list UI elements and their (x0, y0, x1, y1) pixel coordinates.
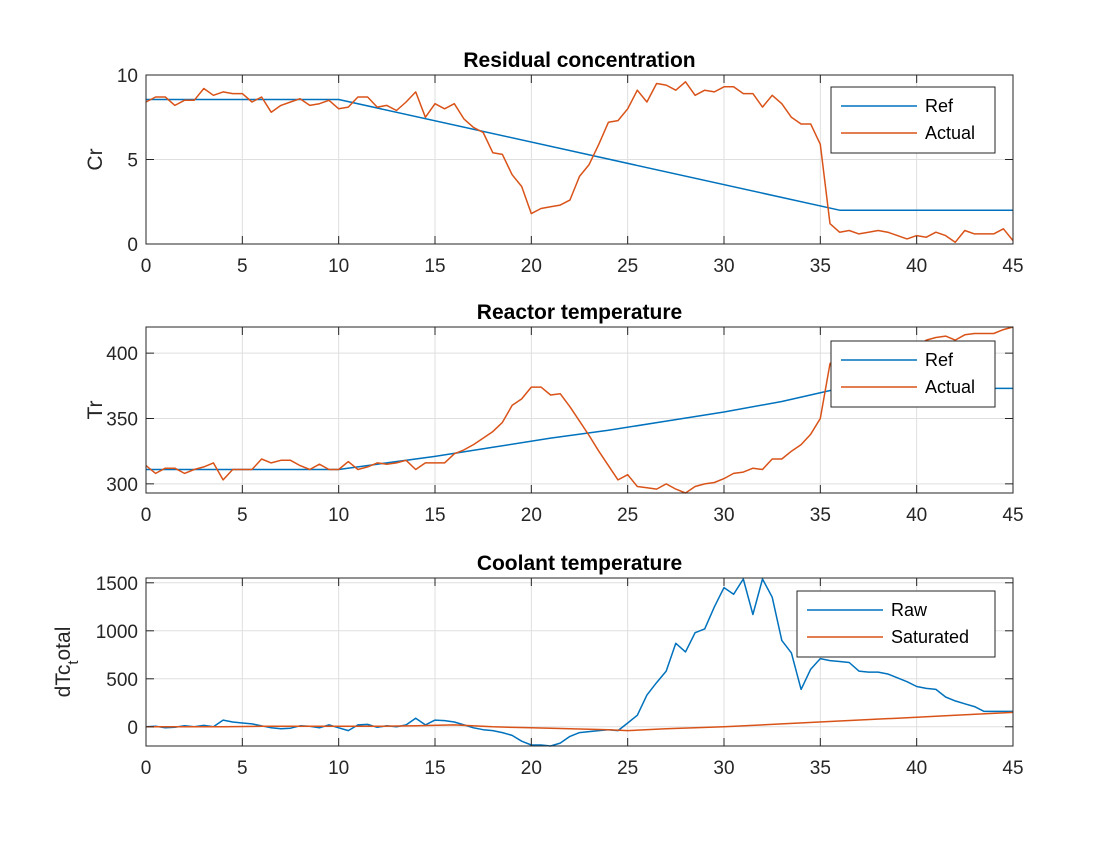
legend-label-raw: Raw (891, 600, 928, 620)
x-tick-label: 5 (237, 256, 248, 277)
legend-box (830, 340, 996, 408)
x-tick-label: 10 (328, 505, 349, 526)
x-tick-label: 20 (521, 505, 542, 526)
y-tick-label: 0 (127, 235, 138, 256)
x-tick-label: 0 (141, 758, 152, 779)
chart-title: Residual concentration (463, 49, 695, 72)
series-line-saturated (146, 711, 1014, 732)
chart-title: Coolant temperature (477, 552, 682, 575)
x-tick-label: 40 (906, 256, 927, 277)
x-tick-label: 5 (237, 758, 248, 779)
x-tick-label: 45 (1002, 256, 1023, 277)
x-tick-label: 45 (1002, 758, 1023, 779)
x-tick-label: 20 (521, 256, 542, 277)
x-tick-label: 15 (424, 256, 445, 277)
x-tick-label: 10 (328, 256, 349, 277)
x-tick-label: 45 (1002, 505, 1023, 526)
series-line-actual (145, 81, 1014, 244)
x-tick-label: 10 (328, 758, 349, 779)
x-tick-label: 25 (617, 758, 638, 779)
y-tick-label: 0 (127, 718, 138, 739)
subplot-1: 0 5 10 15 20 25 30 35 40 45 0 5 10 Residual concentra… (84, 49, 1024, 277)
legend-label-ref: Ref (925, 350, 954, 370)
x-tick-label: 40 (906, 758, 927, 779)
legend: Ref Actual (830, 340, 996, 408)
y-tick-label: 5 (127, 151, 138, 172)
subplot-2: 0 5 10 15 20 25 30 35 40 45 300 350 400 Reactor tempe… (84, 301, 1024, 526)
series-line-raw (145, 578, 1013, 747)
x-tick-label: 15 (424, 505, 445, 526)
axes-box (145, 326, 1014, 494)
legend-label-ref: Ref (925, 96, 954, 116)
x-tick-label: 30 (713, 758, 734, 779)
x-tick-label: 0 (141, 505, 152, 526)
x-tick-label: 0 (141, 256, 152, 277)
x-tick-label: 35 (810, 505, 831, 526)
x-tick-label: 30 (713, 505, 734, 526)
axes-box (145, 577, 1014, 747)
legend: Ref Actual (830, 86, 996, 154)
x-tick-label: 25 (617, 256, 638, 277)
x-tick-label: 30 (713, 256, 734, 277)
y-axis-label: Cr (84, 148, 107, 170)
x-tick-label: 15 (424, 758, 445, 779)
subplot-3: 0 5 10 15 20 25 30 35 40 45 0 500 1000 1500 Coolant te… (52, 552, 1024, 779)
legend-box (796, 590, 996, 658)
y-tick-label: 1500 (96, 574, 138, 595)
x-tick-label: 20 (521, 758, 542, 779)
series-line-ref (146, 98, 1013, 211)
x-tick-label: 25 (617, 505, 638, 526)
y-tick-label: 300 (106, 475, 138, 496)
legend-label-saturated: Saturated (891, 627, 969, 647)
x-tick-label: 40 (906, 505, 927, 526)
y-tick-label: 10 (117, 66, 138, 87)
y-tick-label: 1000 (96, 622, 138, 643)
y-axis-label: Tr (84, 400, 107, 419)
chart-title: Reactor temperature (477, 301, 682, 324)
y-tick-label: 350 (106, 409, 138, 430)
legend: Raw Saturated (796, 590, 996, 658)
x-tick-label: 5 (237, 505, 248, 526)
x-tick-label: 35 (810, 758, 831, 779)
x-tick-label: 35 (810, 256, 831, 277)
y-tick-label: 500 (106, 670, 138, 691)
y-axis-label: dTctotal (52, 627, 82, 698)
legend-label-actual: Actual (925, 123, 975, 143)
legend-box (830, 86, 996, 154)
legend-label-actual: Actual (925, 377, 975, 397)
y-tick-label: 400 (106, 344, 138, 365)
